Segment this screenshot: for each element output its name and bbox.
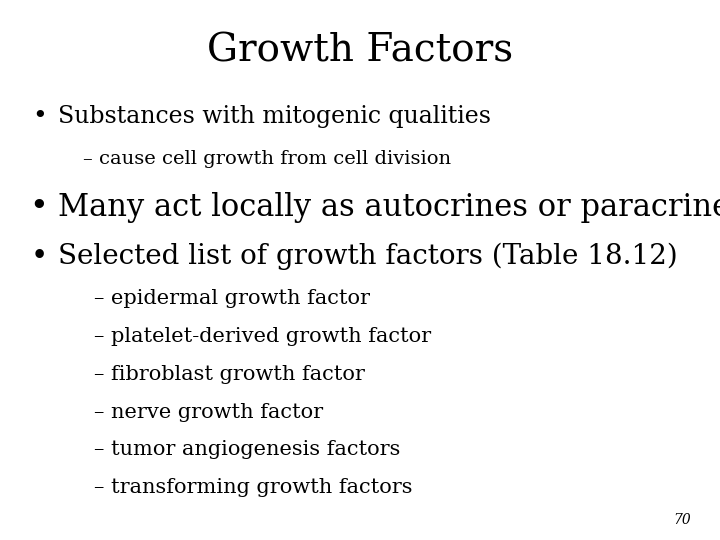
Text: Growth Factors: Growth Factors — [207, 32, 513, 70]
Text: Selected list of growth factors (Table 18.12): Selected list of growth factors (Table 1… — [58, 243, 678, 270]
Text: – platelet-derived growth factor: – platelet-derived growth factor — [94, 327, 431, 346]
Text: •: • — [30, 242, 48, 271]
Text: – epidermal growth factor: – epidermal growth factor — [94, 289, 369, 308]
Text: – transforming growth factors: – transforming growth factors — [94, 478, 412, 497]
Text: – tumor angiogenesis factors: – tumor angiogenesis factors — [94, 440, 400, 460]
Text: Substances with mitogenic qualities: Substances with mitogenic qualities — [58, 105, 490, 127]
Text: – fibroblast growth factor: – fibroblast growth factor — [94, 364, 364, 384]
Text: •: • — [29, 192, 48, 224]
Text: 70: 70 — [673, 512, 691, 526]
Text: – nerve growth factor: – nerve growth factor — [94, 402, 323, 422]
Text: – cause cell growth from cell division: – cause cell growth from cell division — [83, 150, 451, 168]
Text: •: • — [32, 105, 47, 127]
Text: Many act locally as autocrines or paracrines: Many act locally as autocrines or paracr… — [58, 192, 720, 224]
